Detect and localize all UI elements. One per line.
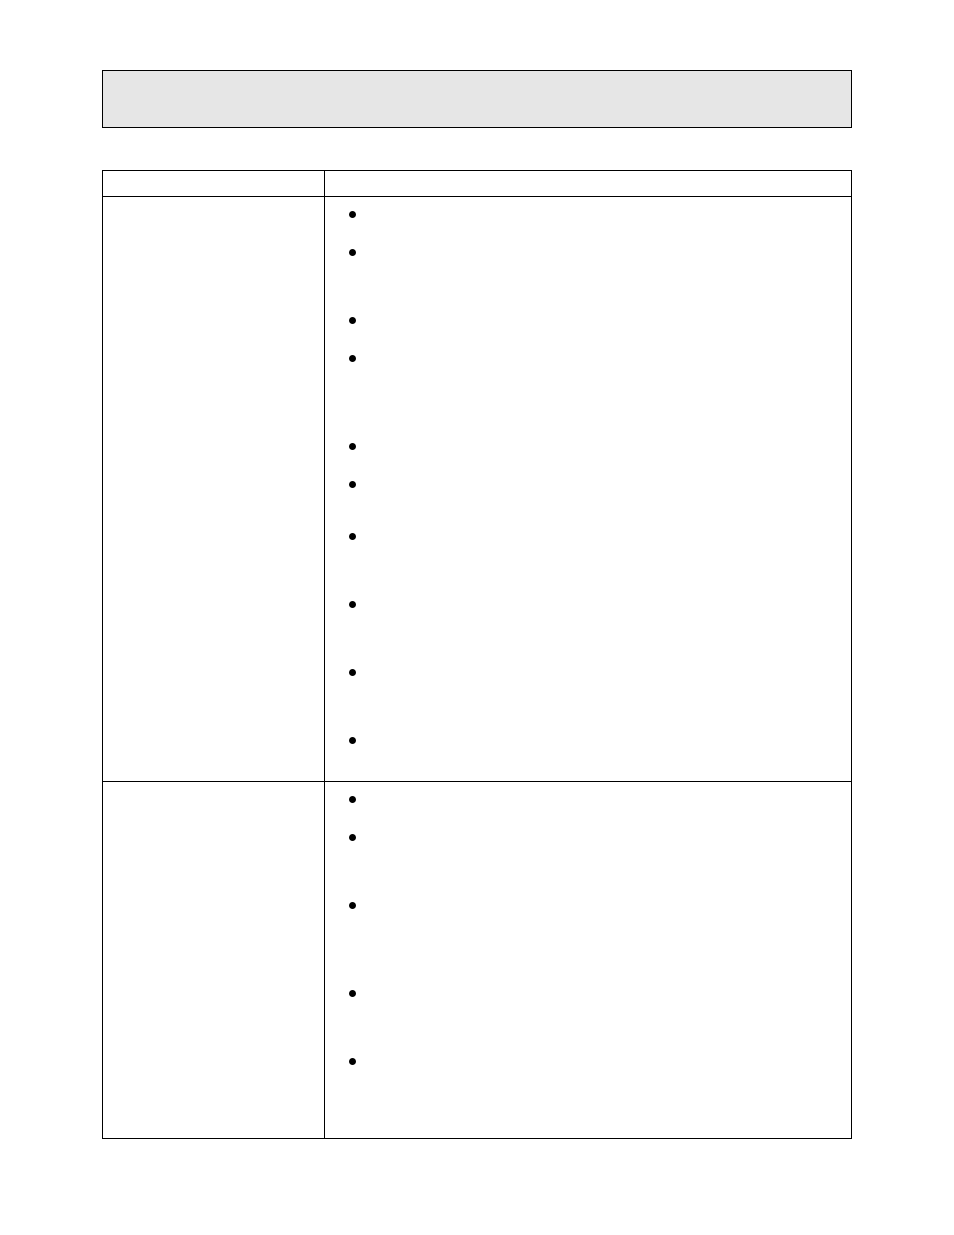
list-item — [349, 243, 831, 311]
bullet-icon — [349, 737, 356, 744]
table-header-right — [325, 171, 852, 197]
list-item — [349, 663, 831, 731]
list-item-text — [374, 527, 831, 545]
list-item-text — [374, 205, 831, 223]
list-item — [349, 828, 831, 896]
bullet-icon — [349, 317, 356, 324]
list-item-text — [374, 595, 831, 613]
list-item-text — [374, 663, 831, 681]
section-header-box — [102, 70, 852, 128]
bullet-icon — [349, 601, 356, 608]
list-item-text — [374, 984, 831, 1002]
table-row — [103, 782, 852, 1139]
table-header-row — [103, 171, 852, 197]
bullet-icon — [349, 533, 356, 540]
list-item — [349, 1052, 831, 1124]
list-item — [349, 437, 831, 475]
table-row — [103, 197, 852, 782]
bullet-icon — [349, 355, 356, 362]
table-header-left — [103, 171, 325, 197]
list-item-text — [374, 349, 831, 367]
bullet-icon — [349, 1058, 356, 1065]
bullet-icon — [349, 834, 356, 841]
list-item — [349, 311, 831, 349]
bullet-icon — [349, 990, 356, 997]
row-content-cell — [325, 197, 852, 782]
row-label-cell — [103, 782, 325, 1139]
list-item-text — [374, 1052, 831, 1070]
list-item-text — [374, 896, 831, 914]
list-item-text — [374, 437, 831, 455]
bullet-icon — [349, 481, 356, 488]
content-table — [102, 170, 852, 1139]
bullet-icon — [349, 669, 356, 676]
list-item — [349, 595, 831, 663]
bullet-icon — [349, 211, 356, 218]
bullet-icon — [349, 902, 356, 909]
row-label-cell — [103, 197, 325, 782]
document-page — [0, 0, 954, 1235]
list-item — [349, 475, 831, 527]
row-content-cell — [325, 782, 852, 1139]
list-item — [349, 731, 831, 767]
bullet-icon — [349, 443, 356, 450]
bullet-icon — [349, 249, 356, 256]
list-item — [349, 349, 831, 437]
bullet-list — [349, 790, 831, 1124]
list-item-text — [374, 475, 831, 493]
list-item-text — [374, 311, 831, 329]
list-item — [349, 984, 831, 1052]
list-item — [349, 527, 831, 595]
bullet-list — [349, 205, 831, 767]
list-item-text — [374, 731, 831, 749]
list-item-text — [374, 790, 831, 808]
list-item — [349, 205, 831, 243]
list-item — [349, 896, 831, 984]
list-item-text — [374, 243, 831, 261]
bullet-icon — [349, 796, 356, 803]
list-item — [349, 790, 831, 828]
list-item-text — [374, 828, 831, 846]
